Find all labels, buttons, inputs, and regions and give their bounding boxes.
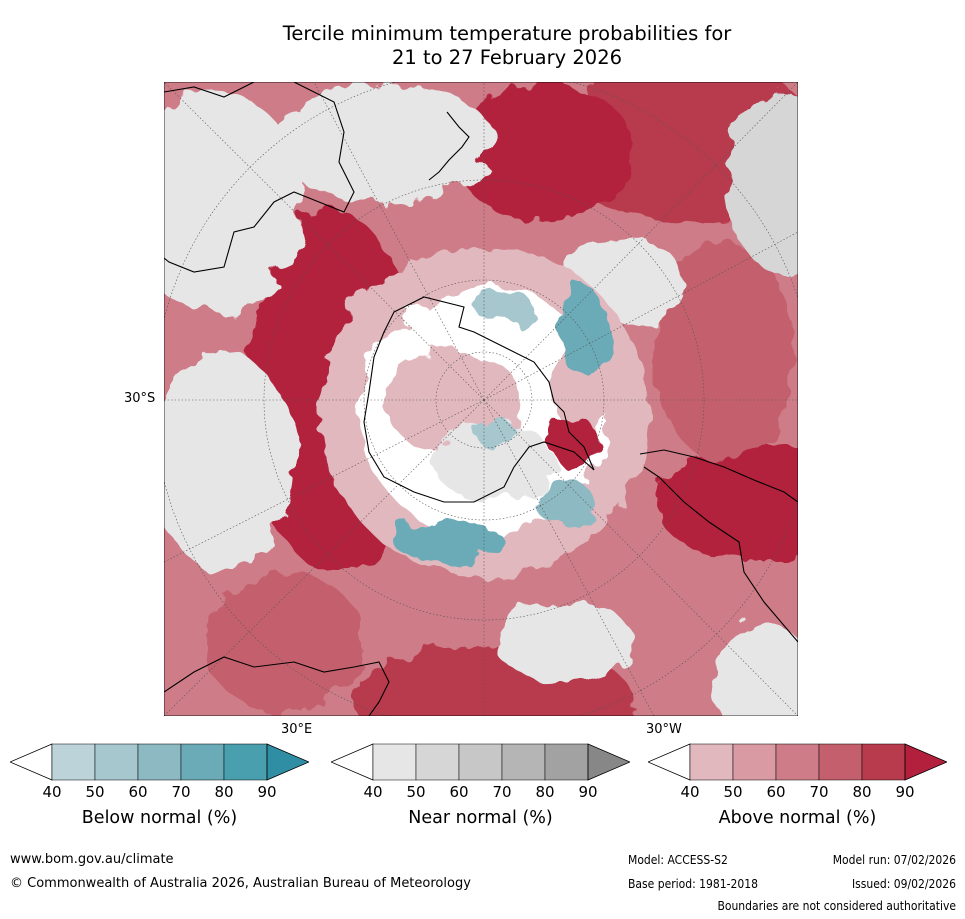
below-normal-segment [223,743,268,781]
near-normal-low-extend [329,743,374,781]
above-normal-tick-label: 60 [766,783,786,801]
above-normal-tick-label: 90 [895,783,915,801]
below-normal-segment [137,743,182,781]
copyright-text: © Commonwealth of Australia 2026, Austra… [10,876,471,891]
above-normal-high-extend [904,743,949,781]
above-normal-segment [732,743,777,781]
above-normal-tick-label: 50 [723,783,743,801]
model-text: Model: ACCESS-S2 [628,853,728,867]
below-normal-tick-label: 50 [85,783,105,801]
longitude-label-east: 30°E [281,722,313,737]
below-normal-tick-label: 60 [128,783,148,801]
disclaimer-text: Boundaries are not considered authoritat… [717,899,956,913]
above-normal-segment [689,743,734,781]
near-normal-segment [372,743,417,781]
below-normal-high-extend [266,743,311,781]
near-normal-label: Near normal (%) [408,808,553,828]
issued-text: Issued: 09/02/2026 [851,877,956,891]
near-normal-high-extend [587,743,632,781]
below-normal-label: Below normal (%) [81,808,238,828]
below-normal-tick-label: 40 [42,783,62,801]
near-normal-segment [544,743,589,781]
near-normal-segment [415,743,460,781]
polar-map[interactable] [164,82,798,716]
above-normal-label: Above normal (%) [718,808,877,828]
above-normal-colorbar [646,743,949,781]
near-normal-segment [501,743,546,781]
below-normal-tick-label: 70 [171,783,191,801]
base-period-text: Base period: 1981-2018 [628,877,759,891]
below-normal-tick-label: 90 [257,783,277,801]
near-normal-tick-label: 70 [492,783,512,801]
above-normal-segment [818,743,863,781]
below-normal-tick-label: 80 [214,783,234,801]
near-normal-tick-label: 60 [449,783,469,801]
latitude-label: 30°S [124,391,156,406]
near-normal-tick-label: 50 [406,783,426,801]
above-normal-low-extend [646,743,691,781]
title-line-1: Tercile minimum temperature probabilitie… [282,22,732,45]
graticule [164,82,798,716]
below-normal-segment [51,743,96,781]
above-normal-tick-label: 80 [852,783,872,801]
model-run-text: Model run: 07/02/2026 [832,853,956,867]
near-normal-tick-label: 90 [578,783,598,801]
chart-title: Tercile minimum temperature probabilitie… [160,22,854,70]
above-normal-tick-label: 40 [680,783,700,801]
title-line-2: 21 to 27 February 2026 [391,46,623,69]
above-normal-tick-label: 70 [809,783,829,801]
map-svg [164,82,798,716]
below-normal-segment [180,743,225,781]
near-normal-colorbar [329,743,632,781]
near-normal-segment [458,743,503,781]
website-link[interactable]: www.bom.gov.au/climate [10,852,174,867]
above-normal-segment [775,743,820,781]
coastlines [164,82,798,716]
near-normal-tick-label: 40 [363,783,383,801]
near-normal-tick-label: 80 [535,783,555,801]
longitude-label-west: 30°W [646,722,682,737]
above-normal-segment [861,743,906,781]
below-normal-colorbar [8,743,311,781]
below-normal-low-extend [8,743,53,781]
below-normal-segment [94,743,139,781]
